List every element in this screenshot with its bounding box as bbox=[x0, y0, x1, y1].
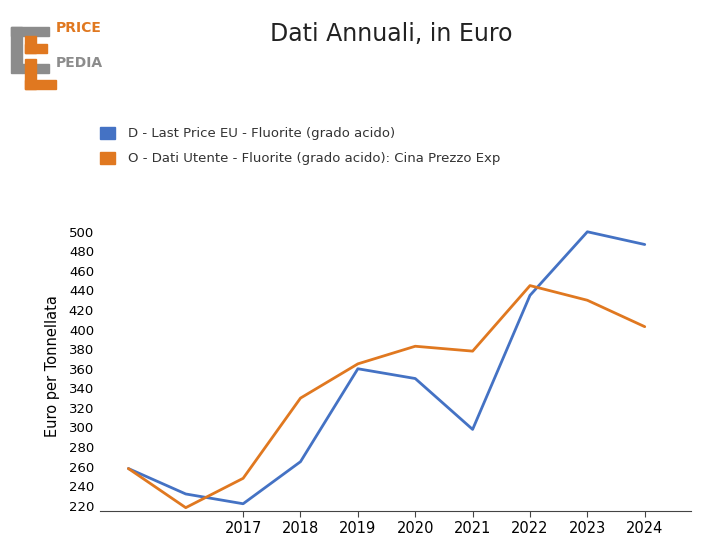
Bar bbox=[26, 44, 47, 53]
Bar bbox=[26, 80, 56, 89]
Bar bbox=[26, 59, 36, 89]
Bar bbox=[21, 64, 50, 73]
Text: O - Dati Utente - Fluorite (grado acido): Cina Prezzo Exp: O - Dati Utente - Fluorite (grado acido)… bbox=[128, 152, 501, 165]
Bar bbox=[26, 36, 36, 53]
Bar bbox=[11, 27, 21, 73]
Text: D - Last Price EU - Fluorite (grado acido): D - Last Price EU - Fluorite (grado acid… bbox=[128, 127, 395, 140]
Text: PRICE: PRICE bbox=[56, 21, 101, 35]
Text: Dati Annuali, in Euro: Dati Annuali, in Euro bbox=[271, 22, 513, 46]
Y-axis label: Euro per Tonnellata: Euro per Tonnellata bbox=[46, 295, 61, 437]
Text: PEDIA: PEDIA bbox=[56, 56, 103, 70]
Bar bbox=[11, 27, 50, 36]
